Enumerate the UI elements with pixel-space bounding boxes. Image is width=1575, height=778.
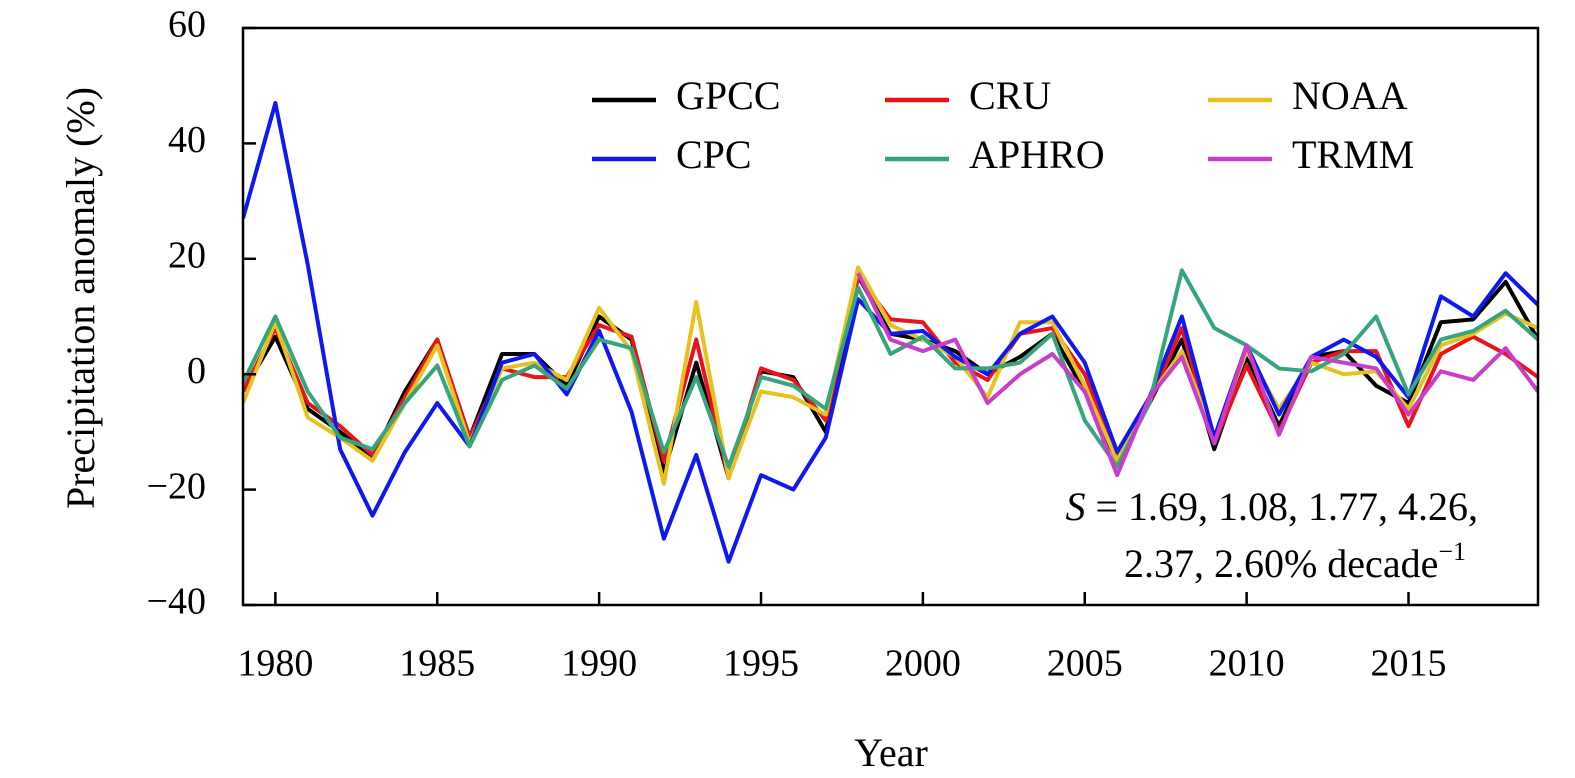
x-axis-title: Year	[854, 730, 928, 775]
trend-values-1: = 1.69, 1.08, 1.77, 4.26,	[1085, 484, 1478, 529]
y-tick-label: −40	[147, 581, 206, 623]
series-line-trmm	[856, 272, 1538, 478]
y-axis-title: Precipitation anomaly (%)	[58, 87, 103, 509]
legend-label-cpc: CPC	[676, 132, 752, 177]
legend: GPCC CRU NOAA CPC APHRO TRMM	[592, 73, 1414, 177]
y-tick-label: −20	[147, 465, 206, 507]
x-tick-label: 2000	[885, 643, 961, 685]
x-tick-label: 2015	[1371, 643, 1447, 685]
x-tick-label: 2010	[1209, 643, 1285, 685]
x-tick-label: 1995	[723, 643, 799, 685]
trend-values-2: 2.37, 2.60% decade	[1124, 541, 1438, 586]
legend-label-aphro: APHRO	[969, 132, 1105, 177]
legend-label-gpcc: GPCC	[676, 73, 781, 118]
x-tick-label: 1990	[561, 643, 637, 685]
series-layer	[243, 101, 1538, 564]
legend-label-cru: CRU	[969, 73, 1051, 118]
y-tick-label: 0	[187, 350, 206, 392]
y-tick-label: 20	[168, 235, 206, 277]
x-tick-label: 1985	[399, 643, 475, 685]
y-tick-label: 60	[168, 4, 206, 46]
series-line-aphro	[243, 268, 1538, 469]
trend-symbol: S	[1065, 484, 1085, 529]
legend-label-noaa: NOAA	[1292, 73, 1408, 118]
x-tick-label: 1980	[237, 643, 313, 685]
legend-label-trmm: TRMM	[1292, 132, 1414, 177]
x-tick-label: 2005	[1047, 643, 1123, 685]
ticks-layer: 1980 1985 1990 1995 2000 2005 2010 2015 −40 −20 0 2…	[147, 4, 1447, 685]
trend-unit-superscript: −1	[1438, 537, 1466, 566]
series-line-cpc	[243, 101, 1538, 564]
trend-annotation-line-2: 2.37, 2.60% decade−1	[1124, 537, 1466, 586]
axes-layer	[241, 26, 1540, 607]
plot-frame	[241, 26, 1540, 607]
y-tick-label: 40	[168, 119, 206, 161]
trend-annotation-line-1: S = 1.69, 1.08, 1.77, 4.26,	[1065, 484, 1478, 529]
